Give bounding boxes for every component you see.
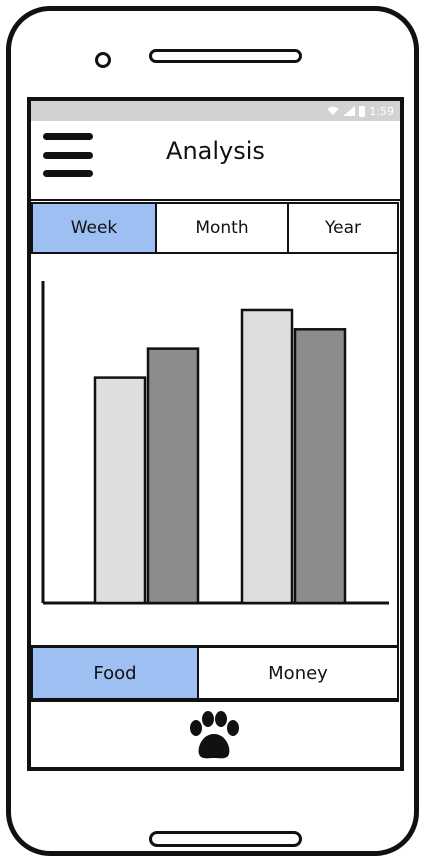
period-tabs: Week Month Year xyxy=(31,202,399,254)
status-icons: 1:59 xyxy=(327,103,394,119)
tab-year[interactable]: Year xyxy=(325,218,361,238)
bar-group1-series1 xyxy=(93,376,147,605)
bar-chart xyxy=(31,253,399,647)
tab-month[interactable]: Month xyxy=(157,204,289,252)
hamburger-menu-icon-line xyxy=(43,170,93,177)
bar-group2-series2 xyxy=(293,328,347,605)
speaker-grille xyxy=(149,49,302,63)
menu-button[interactable] xyxy=(43,133,95,179)
tab-week[interactable]: Week xyxy=(33,204,157,252)
battery-icon xyxy=(359,105,366,117)
bar-group1-series2 xyxy=(146,347,200,605)
app-header: Analysis xyxy=(31,121,400,201)
hamburger-menu-icon xyxy=(43,133,93,140)
category-tabs: Food Money xyxy=(31,646,399,700)
camera-icon xyxy=(95,52,111,68)
status-bar: 1:59 xyxy=(31,101,400,121)
signal-icon xyxy=(343,106,356,116)
bar-group2-series1 xyxy=(240,308,294,605)
status-time: 1:59 xyxy=(369,104,394,118)
tab-food[interactable]: Food xyxy=(33,648,199,698)
bottom-nav xyxy=(31,700,399,767)
page-title: Analysis xyxy=(166,137,265,165)
chart-bars xyxy=(93,308,347,605)
screen: 1:59 Analysis Week Month Year Food Money xyxy=(27,97,404,771)
wifi-icon xyxy=(327,106,339,115)
home-button[interactable] xyxy=(149,831,302,847)
paw-icon[interactable] xyxy=(184,710,244,764)
chart-canvas xyxy=(41,281,389,605)
tab-money[interactable]: Money xyxy=(268,662,328,684)
hamburger-menu-icon-line xyxy=(43,152,93,159)
